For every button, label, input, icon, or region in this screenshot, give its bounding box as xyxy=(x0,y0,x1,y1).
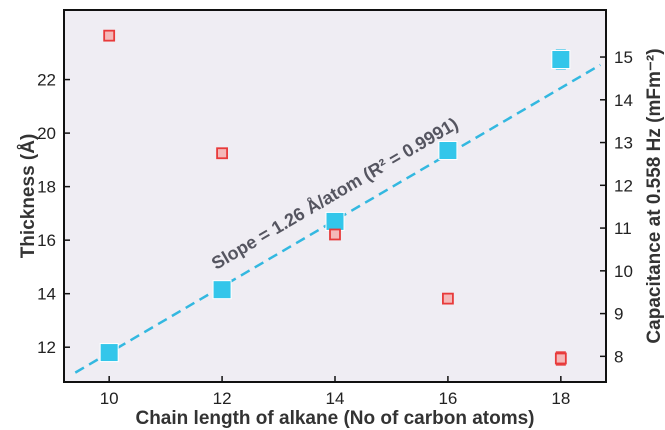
y-axis-left-title: Thickness (Å) xyxy=(18,134,39,259)
capacitance-point xyxy=(554,352,567,365)
x-axis-ticks: 10 12 14 16 18 xyxy=(100,376,570,408)
y2-tick-label: 14 xyxy=(614,91,633,110)
capacitance-point xyxy=(216,147,228,160)
y-tick-label: 12 xyxy=(37,338,56,357)
x-tick-label: 14 xyxy=(326,389,345,408)
y-tick-label: 20 xyxy=(37,124,56,143)
y-axis-right-title: Capacitance at 0.558 Hz (mFm⁻²) xyxy=(644,48,665,343)
y2-tick-label: 13 xyxy=(614,134,633,153)
y2-tick-label: 10 xyxy=(614,262,633,281)
capacitance-point xyxy=(329,228,341,241)
y-tick-label: 16 xyxy=(37,231,56,250)
thickness-point xyxy=(438,141,458,161)
data-points-layer xyxy=(99,29,571,366)
y-tick-label: 22 xyxy=(37,71,56,90)
y2-tick-label: 12 xyxy=(614,176,633,195)
y2-tick-label: 9 xyxy=(614,305,623,324)
y-axis-left-ticks: 12 14 16 18 20 22 xyxy=(37,71,70,357)
x-tick-label: 10 xyxy=(100,389,119,408)
thickness-point xyxy=(325,211,345,231)
thickness-point xyxy=(99,343,119,363)
y-tick-label: 14 xyxy=(37,285,56,304)
x-tick-label: 12 xyxy=(213,389,232,408)
plot-background xyxy=(64,10,606,382)
x-axis-title: Chain length of alkane (No of carbon ato… xyxy=(135,408,534,429)
y-axis-right-ticks: 8 9 10 11 12 13 14 15 xyxy=(600,48,633,366)
capacitance-point xyxy=(103,29,116,42)
y2-tick-label: 8 xyxy=(614,347,623,366)
y2-tick-label: 11 xyxy=(614,219,632,238)
y2-tick-label: 15 xyxy=(614,48,633,67)
capacitance-point xyxy=(442,292,454,305)
thickness-point xyxy=(551,50,571,70)
x-tick-label: 18 xyxy=(551,389,570,408)
y-tick-label: 18 xyxy=(37,178,56,197)
thickness-point xyxy=(212,280,232,300)
x-tick-label: 16 xyxy=(438,389,457,408)
